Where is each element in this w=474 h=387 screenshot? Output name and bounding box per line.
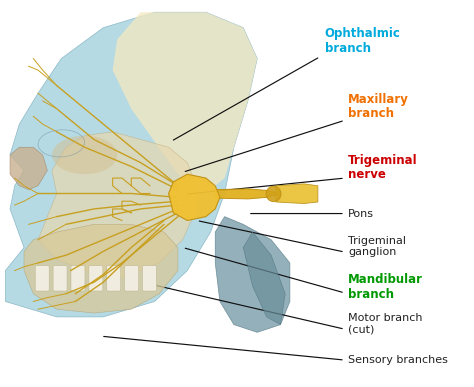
FancyBboxPatch shape <box>53 265 67 291</box>
Ellipse shape <box>266 186 281 202</box>
FancyBboxPatch shape <box>71 265 85 291</box>
Text: Sensory branches: Sensory branches <box>348 355 448 365</box>
Polygon shape <box>215 189 281 199</box>
FancyBboxPatch shape <box>89 265 103 291</box>
Polygon shape <box>113 12 257 194</box>
Text: Trigeminal
ganglion: Trigeminal ganglion <box>348 236 406 257</box>
Polygon shape <box>243 232 285 325</box>
Text: Ophthalmic
branch: Ophthalmic branch <box>325 27 401 55</box>
FancyBboxPatch shape <box>107 265 121 291</box>
Text: Pons: Pons <box>348 209 374 219</box>
Polygon shape <box>24 224 178 313</box>
Text: Maxillary
branch: Maxillary branch <box>348 93 409 120</box>
Polygon shape <box>169 174 220 221</box>
Ellipse shape <box>52 136 117 174</box>
FancyBboxPatch shape <box>35 265 49 291</box>
FancyBboxPatch shape <box>143 265 156 291</box>
Polygon shape <box>10 147 47 190</box>
Polygon shape <box>215 217 290 332</box>
Polygon shape <box>5 12 257 317</box>
FancyBboxPatch shape <box>125 265 138 291</box>
Text: Motor branch
(cut): Motor branch (cut) <box>348 313 423 334</box>
Text: Mandibular
branch: Mandibular branch <box>348 273 423 301</box>
Polygon shape <box>38 132 197 278</box>
Polygon shape <box>276 184 318 204</box>
Text: Trigeminal
nerve: Trigeminal nerve <box>348 154 418 181</box>
